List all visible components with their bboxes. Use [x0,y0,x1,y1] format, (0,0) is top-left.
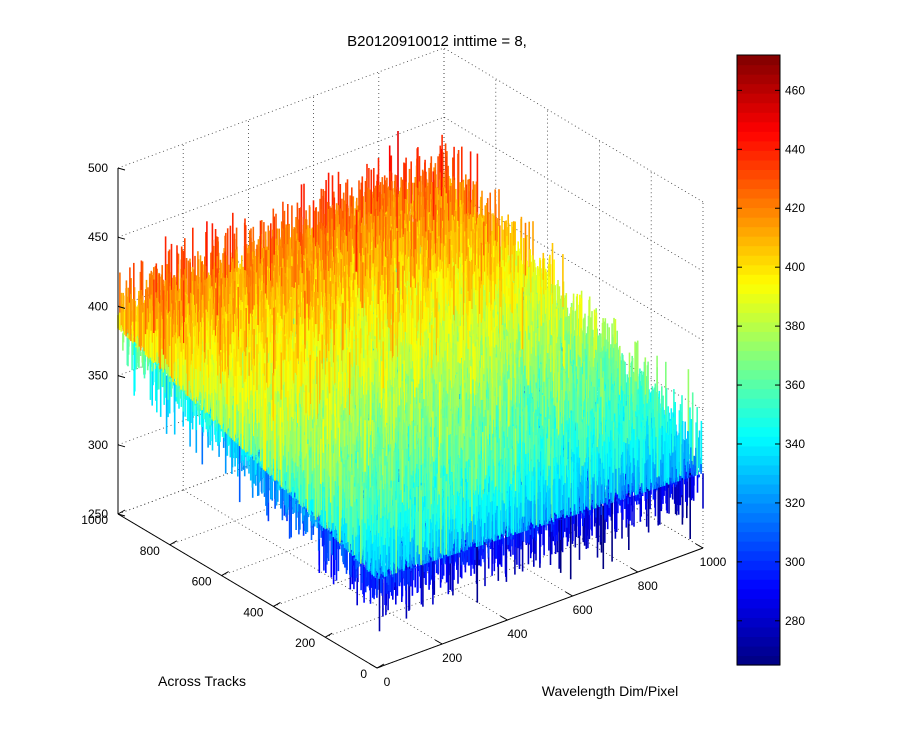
grid-line [118,48,444,168]
surface-plot [118,131,703,631]
grid-line [444,48,703,202]
